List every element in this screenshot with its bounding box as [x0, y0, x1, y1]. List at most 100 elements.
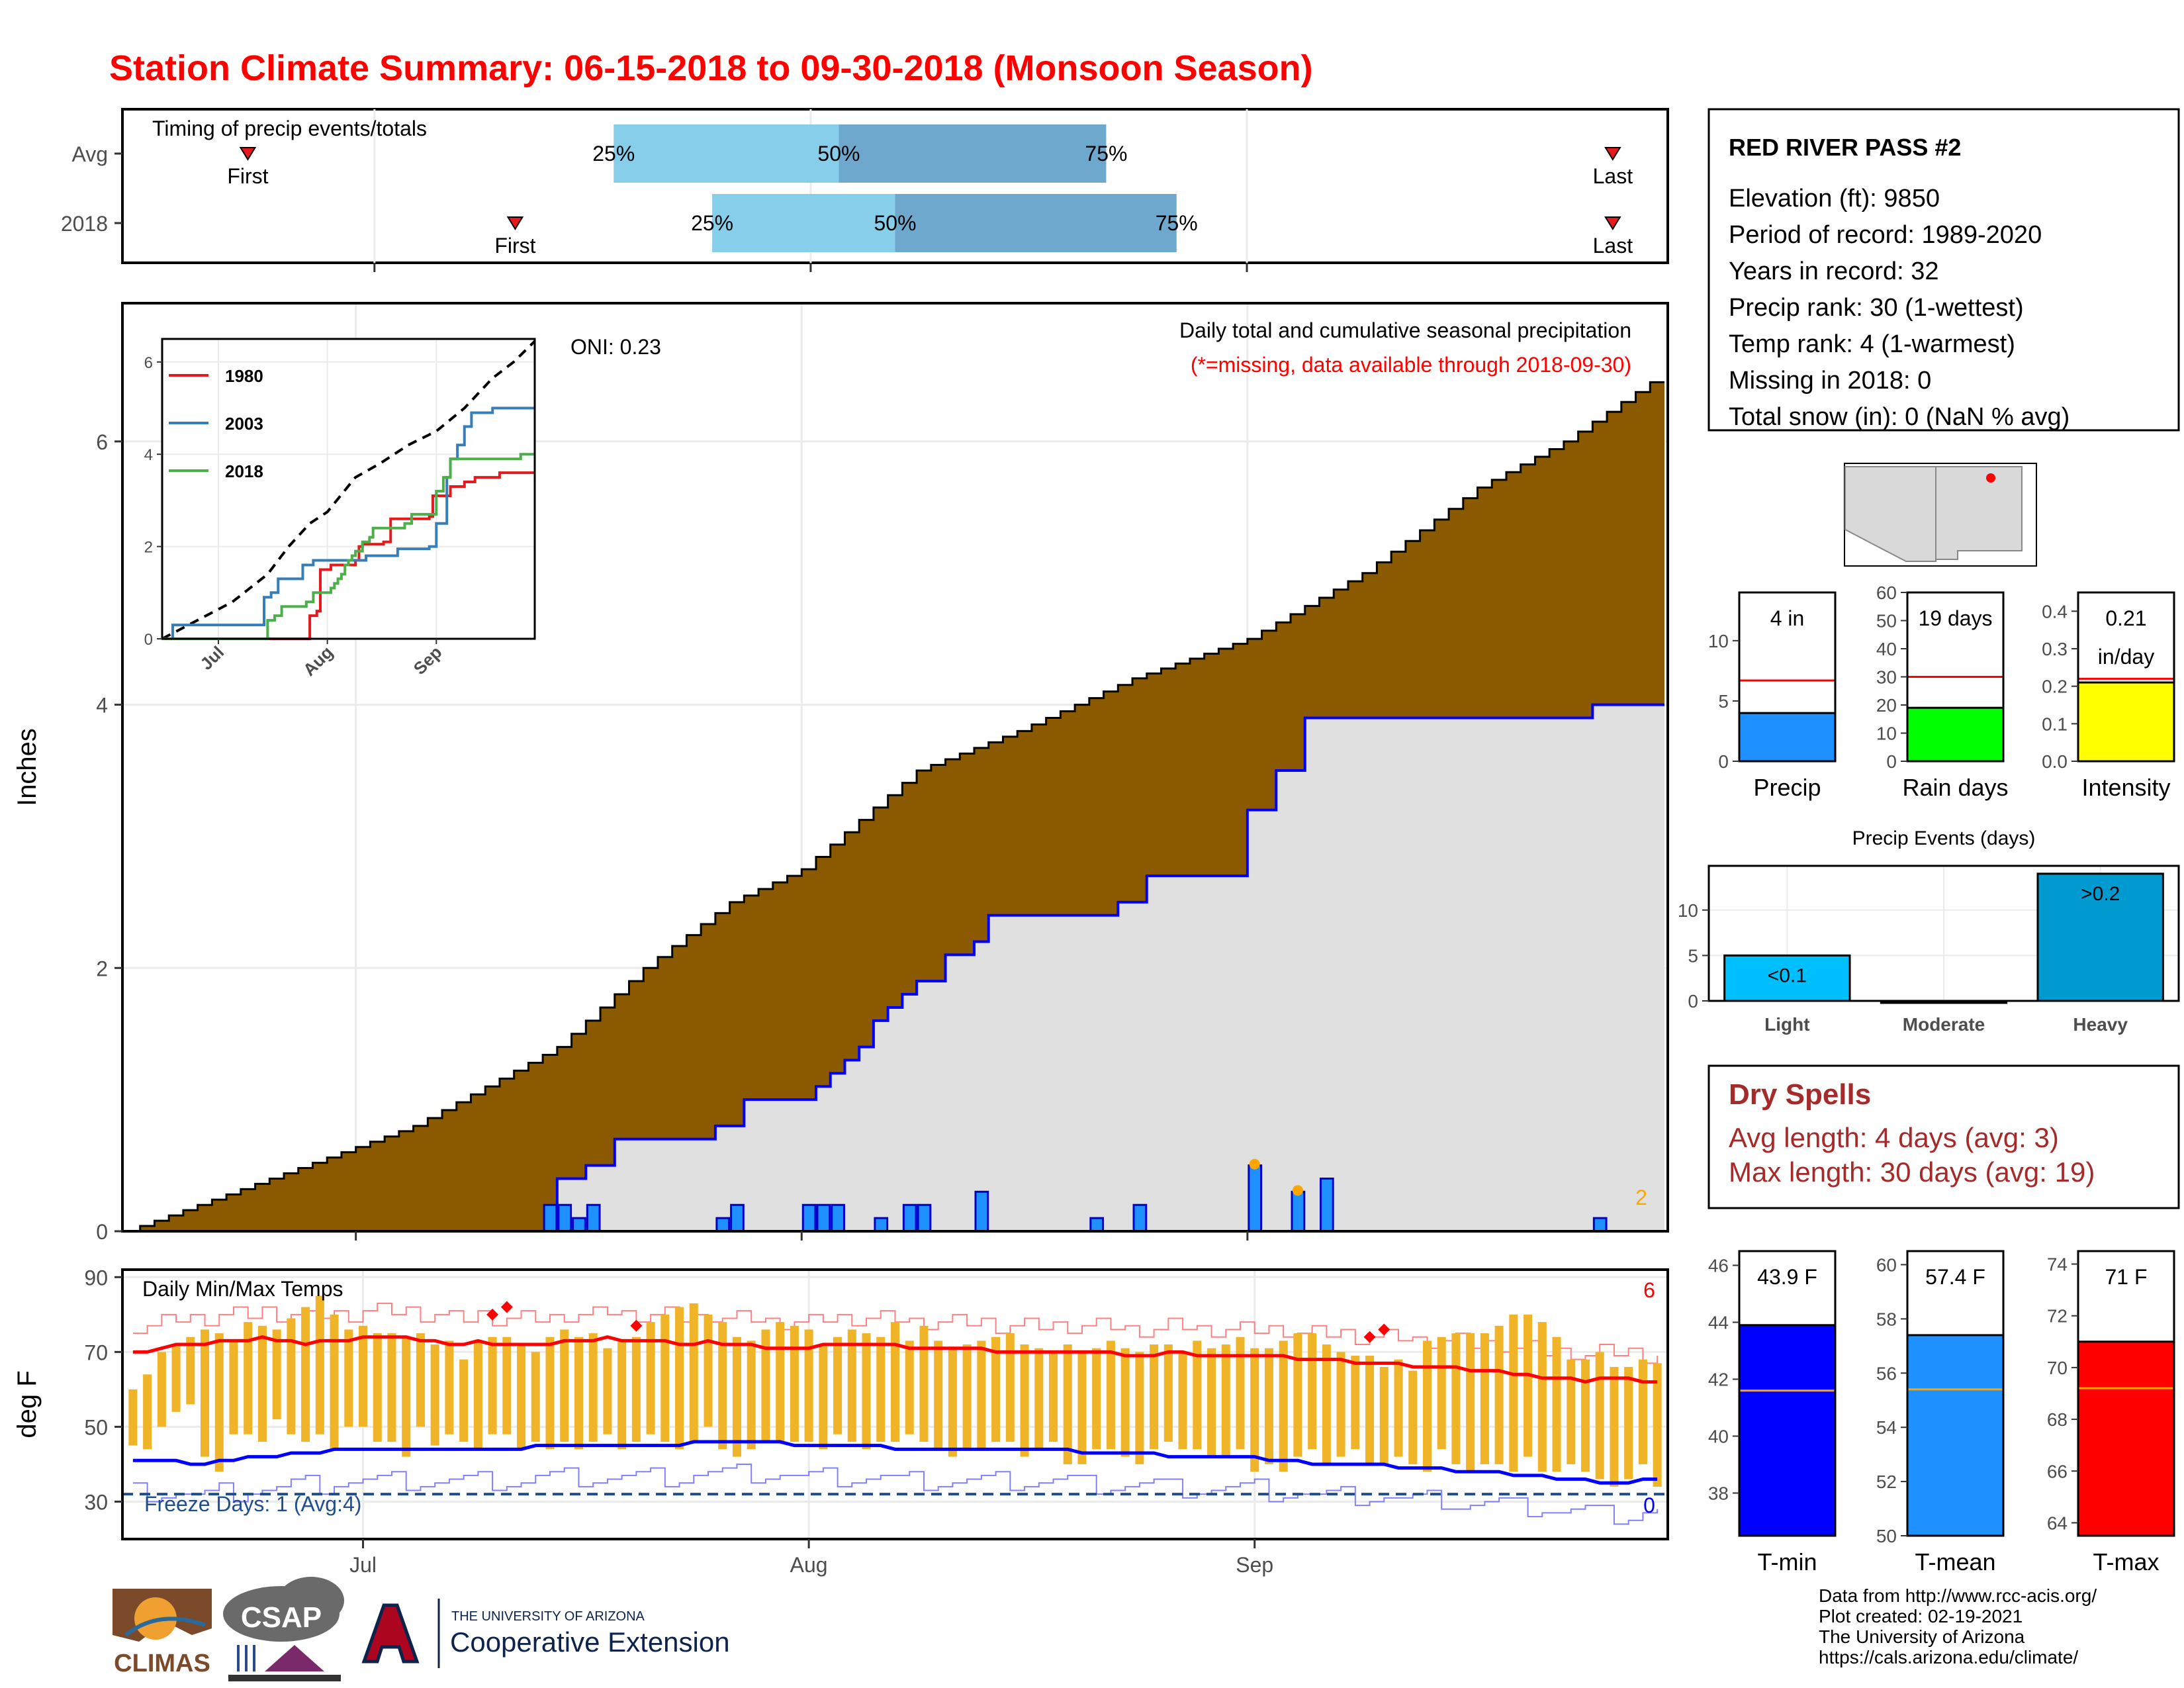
temp-y-axis-label: deg F	[13, 1370, 42, 1438]
avg-tmax-line	[132, 1335, 1658, 1384]
total-intensity-y-tick-label: 0.2	[2042, 677, 2068, 697]
daily-temp-range-bar	[1624, 1366, 1633, 1479]
footer-credit-line: The University of Arizona	[1819, 1626, 2025, 1647]
ua-logo-a	[361, 1603, 420, 1664]
daily-temp-range-bar	[517, 1344, 526, 1450]
daily-temp-range-bar	[1049, 1352, 1058, 1442]
record-low-count: 0	[1643, 1493, 1655, 1517]
temp-mean-bar	[1906, 1334, 2005, 1537]
total-rain-days-y-tick-label: 40	[1876, 639, 1897, 659]
cumulative-y-tick-label: 2	[96, 957, 108, 980]
daily-temp-range-bar	[574, 1336, 583, 1450]
station-info-line: Total snow (in): 0 (NaN % avg)	[1729, 403, 2070, 431]
temp-max-y-tick-label: 66	[2047, 1461, 2068, 1481]
precip-events-bar-label: >0.2	[2081, 883, 2120, 905]
total-rain-days-bar	[1907, 708, 2003, 761]
station-info-line: Temp rank: 4 (1-warmest)	[1729, 330, 2015, 358]
daily-temp-range-bar	[631, 1336, 641, 1442]
precip-events-panel: Precip Events (days) <0.1 Light Moderate >0.…	[1678, 827, 2180, 1035]
daily-temp-range-bar	[1408, 1370, 1418, 1464]
footer-credit-line: Plot created: 02-19-2021	[1819, 1606, 2023, 1626]
record-low-envelope	[132, 1463, 1659, 1525]
temp-mean-value-label: 57.4 F	[1925, 1265, 1985, 1289]
station-info-line: Precip rank: 30 (1-wettest)	[1729, 294, 2024, 322]
total-rain-days-y-tick-label: 60	[1876, 583, 1897, 603]
ua-big-text: Cooperative Extension	[450, 1626, 730, 1658]
daily-temp-range-bar	[1351, 1356, 1360, 1450]
daily-temp-range-bar	[1264, 1348, 1273, 1464]
daily-precip-bar	[902, 1203, 917, 1233]
timing-panel: Timing of precip events/totals Avg 25% 50% 7…	[61, 108, 1669, 272]
temp-mean-axis-label: T-mean	[1915, 1548, 1995, 1575]
total-rain-days-y-tick-label: 0	[1886, 751, 1897, 772]
daily-temp-range-bar	[1279, 1340, 1288, 1472]
dry-spells-frame	[1707, 1064, 2180, 1209]
precip-events-bar-heavy	[2036, 872, 2164, 1002]
daily-temp-range-bar	[315, 1295, 324, 1434]
temp-max-y-tick-label: 72	[2047, 1306, 2068, 1327]
daily-precip-bar	[801, 1203, 817, 1233]
daily-precip-bar	[917, 1203, 932, 1233]
timing-row-label: 2018	[61, 212, 108, 236]
daily-temp-range-bar	[1034, 1348, 1044, 1450]
daily-temp-range-bar	[1106, 1340, 1115, 1450]
precip-events-category-label: Heavy	[2073, 1014, 2128, 1035]
daily-temp-range-bar	[459, 1359, 469, 1442]
daily-temp-range-bar	[948, 1348, 957, 1457]
cumulative-y-axis-label: Inches	[13, 728, 42, 806]
daily-temp-range-bar	[402, 1336, 411, 1457]
daily-precip-bar	[586, 1203, 601, 1233]
daily-temp-range-bar	[718, 1322, 727, 1450]
daily-temp-range-bar	[1077, 1352, 1087, 1464]
temp-means-panel: 38 40 42 44 46 43.9 F T-min 50 52 54 56 58 60 57.4 F T…	[1708, 1250, 2175, 1575]
daily-temp-range-bar	[1394, 1359, 1403, 1457]
daily-temp-range-bar	[747, 1340, 756, 1450]
timing-bar-50-75	[839, 124, 1107, 183]
temp-min-y-tick-label: 38	[1708, 1483, 1729, 1504]
record-high-marker	[1363, 1331, 1376, 1343]
daily-temp-range-bar	[330, 1314, 339, 1450]
station-info-panel: RED RIVER PASS #2 Elevation (ft): 9850 Per…	[1707, 108, 2180, 432]
daily-temp-range-bar	[1150, 1344, 1159, 1450]
total-rain-days-value-label: 19 days	[1918, 606, 1992, 630]
csap-logo-url-bar	[228, 1675, 341, 1681]
precip-events-y-tick-label: 0	[1688, 991, 1698, 1011]
daily-temp-range-bar	[1308, 1333, 1317, 1450]
cumulative-frame	[121, 302, 1669, 1233]
dry-spells-avg-length: Avg length: 4 days (avg: 3)	[1729, 1122, 2059, 1153]
timing-bar-25-50	[614, 124, 839, 183]
total-intensity-y-tick-label: 0.3	[2042, 639, 2068, 659]
temp-max-axis-label: T-max	[2093, 1548, 2159, 1575]
total-intensity-bar	[2078, 682, 2174, 761]
timing-last-marker	[1604, 216, 1621, 230]
temp-min-frame	[1738, 1250, 1837, 1537]
daily-temp-range-bar	[1063, 1344, 1072, 1464]
inset-average-dashed-line	[161, 340, 536, 640]
temp-mean-y-tick-label: 50	[1876, 1526, 1897, 1546]
avg-tmin-line	[132, 1440, 1658, 1485]
daily-temp-range-bar	[1020, 1344, 1029, 1457]
daily-temp-range-bar	[675, 1307, 684, 1450]
timing-bar-50-75	[895, 194, 1177, 252]
daily-temp-range-bar	[1610, 1366, 1619, 1487]
daily-temp-range-bar	[488, 1336, 497, 1434]
daily-temp-range-bar	[1135, 1352, 1144, 1464]
inset-y-tick-label: 0	[144, 631, 153, 649]
temp-y-tick-label: 30	[84, 1490, 108, 1514]
oni-label: ONI: 0.23	[570, 335, 661, 359]
daily-temp-range-bar	[1293, 1333, 1302, 1457]
timing-last-label: Last	[1593, 164, 1633, 188]
record-high-marker	[1378, 1323, 1390, 1336]
location-map	[1844, 463, 2037, 567]
timing-first-marker	[239, 147, 257, 161]
daily-precip-bar	[1089, 1217, 1105, 1233]
csap-logo-mountain	[265, 1645, 324, 1671]
daily-temp-range-bar	[1552, 1336, 1561, 1472]
cumulative-average-line	[126, 381, 1664, 1233]
temp-max-value-label: 71 F	[2105, 1265, 2147, 1289]
total-intensity-value-label: in/day	[2098, 645, 2154, 669]
daily-temp-range-bar	[186, 1336, 195, 1405]
daily-temp-range-bar	[1537, 1322, 1547, 1472]
daily-temp-range-bar	[617, 1340, 627, 1450]
